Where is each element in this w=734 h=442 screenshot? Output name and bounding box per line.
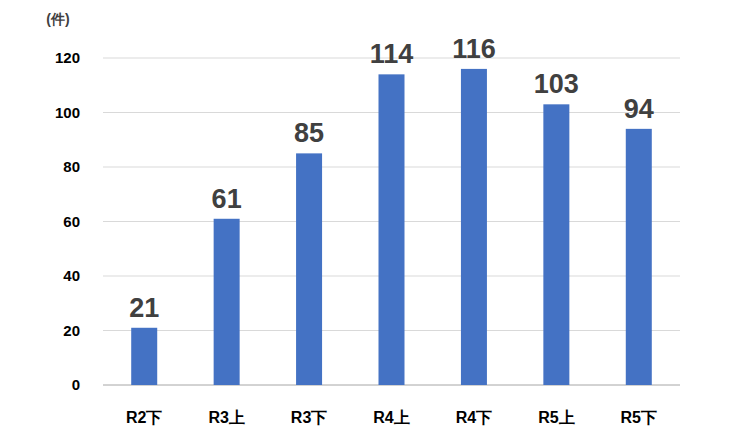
y-tick-label: 120: [55, 49, 80, 66]
y-tick-label: 0: [72, 376, 80, 393]
bar: [131, 328, 157, 385]
x-tick-label: R2下: [126, 409, 162, 426]
bar: [296, 153, 322, 385]
x-tick-label: R5下: [621, 409, 657, 426]
y-axis-label: (件): [46, 11, 69, 27]
bar: [379, 74, 405, 385]
data-label: 61: [212, 184, 242, 214]
x-tick-label: R3下: [291, 409, 327, 426]
data-label: 85: [294, 118, 324, 148]
y-tick-label: 20: [63, 322, 80, 339]
bar: [461, 69, 487, 385]
y-tick-label: 40: [63, 267, 80, 284]
data-label: 94: [624, 94, 654, 124]
bar: [543, 104, 569, 385]
bar: [214, 219, 240, 385]
data-label: 103: [534, 69, 579, 99]
chart-svg: (件) 0 20 40 60 80 100 120 21 61 85 114 116 103 94 R2下 R3…: [0, 0, 734, 442]
bars: [131, 69, 652, 385]
chart-container: (件) 0 20 40 60 80 100 120 21 61 85 114 116 103 94 R2下 R3…: [0, 0, 734, 442]
data-label: 21: [129, 293, 159, 323]
x-tick-label: R4下: [456, 409, 492, 426]
data-label: 116: [452, 34, 496, 64]
y-tick-label: 60: [63, 213, 80, 230]
x-tick-label: R4上: [373, 409, 409, 426]
x-tick-label: R5上: [538, 409, 574, 426]
y-tick-label: 100: [55, 104, 80, 121]
data-label: 114: [370, 39, 414, 69]
x-tick-label: R3上: [208, 409, 244, 426]
bar: [626, 129, 652, 385]
y-tick-label: 80: [63, 158, 80, 175]
